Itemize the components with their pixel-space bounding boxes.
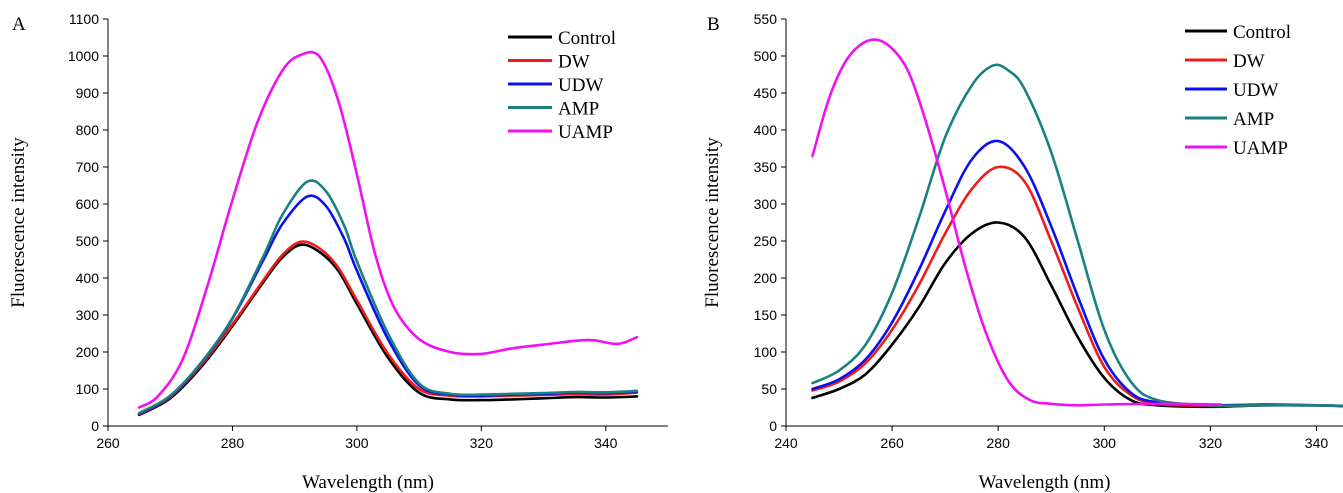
- panel-label: B: [707, 14, 720, 35]
- y-tick-label: 450: [754, 85, 778, 101]
- series-line-control: [813, 222, 1343, 406]
- legend-label-uamp: UAMP: [1233, 138, 1288, 159]
- panel-label: A: [12, 14, 26, 35]
- y-axis-title: Fluorescence intensity: [702, 137, 723, 308]
- y-tick-label: 1000: [68, 48, 99, 64]
- y-tick-label: 800: [76, 122, 100, 138]
- x-tick-label: 260: [96, 435, 120, 451]
- legend-label-control: Control: [1233, 22, 1291, 43]
- x-tick-label: 300: [1093, 435, 1117, 451]
- x-tick-label: 260: [880, 435, 904, 451]
- legend-label-udw: UDW: [558, 75, 603, 96]
- x-tick-label: 280: [987, 435, 1011, 451]
- y-tick-label: 500: [754, 48, 778, 64]
- chart-panel-b: 0 50 100 150 200 250 300 350 400 450 500 550 240 260 2…: [702, 11, 1343, 493]
- chart-panel-a: 0 100 200 300 400 500 600 700 800 900 1000 1100 260 2…: [8, 11, 668, 493]
- x-axis-title: Wavelength (nm): [979, 472, 1111, 493]
- y-tick-label: 900: [76, 85, 100, 101]
- y-tick-label: 350: [754, 159, 778, 175]
- legend-label-dw: DW: [558, 52, 590, 73]
- legend-label-udw: UDW: [1233, 80, 1278, 101]
- series-line-udw: [813, 141, 1343, 406]
- y-tick-label: 0: [91, 418, 99, 434]
- y-tick-label: 50: [761, 381, 777, 397]
- y-axis-title: Fluorescence intensity: [8, 137, 29, 308]
- y-tick-label: 200: [754, 270, 778, 286]
- legend-label-control: Control: [558, 28, 616, 49]
- y-tick-label: 500: [76, 233, 100, 249]
- x-axis-title: Wavelength (nm): [302, 472, 434, 493]
- y-tick-label: 550: [754, 11, 778, 27]
- y-tick-label: 300: [76, 307, 100, 323]
- series-line-udw: [139, 196, 637, 414]
- x-tick-label: 300: [345, 435, 369, 451]
- y-tick-label: 250: [754, 233, 778, 249]
- y-tick-label: 300: [754, 196, 778, 212]
- series-line-dw: [813, 167, 1343, 406]
- x-tick-label: 320: [470, 435, 494, 451]
- y-tick-label: 1100: [69, 11, 99, 27]
- series-line-control: [139, 245, 637, 415]
- y-tick-label: 400: [76, 270, 100, 286]
- y-tick-label: 200: [76, 344, 100, 360]
- x-tick-label: 340: [594, 435, 618, 451]
- legend-label-amp: AMP: [558, 99, 599, 120]
- y-tick-label: 150: [754, 307, 778, 323]
- y-tick-label: 400: [754, 122, 778, 138]
- x-tick-label: 240: [774, 435, 798, 451]
- legend-label-uamp: UAMP: [558, 122, 613, 143]
- legend-label-dw: DW: [1233, 51, 1265, 72]
- x-tick-label: 280: [221, 435, 245, 451]
- legend-label-amp: AMP: [1233, 109, 1274, 130]
- y-tick-label: 100: [754, 344, 778, 360]
- y-tick-label: 100: [76, 381, 100, 397]
- y-tick-label: 700: [76, 159, 100, 175]
- x-tick-label: 340: [1305, 435, 1329, 451]
- x-tick-label: 320: [1199, 435, 1223, 451]
- y-tick-label: 600: [76, 196, 100, 212]
- y-tick-label: 0: [769, 418, 777, 434]
